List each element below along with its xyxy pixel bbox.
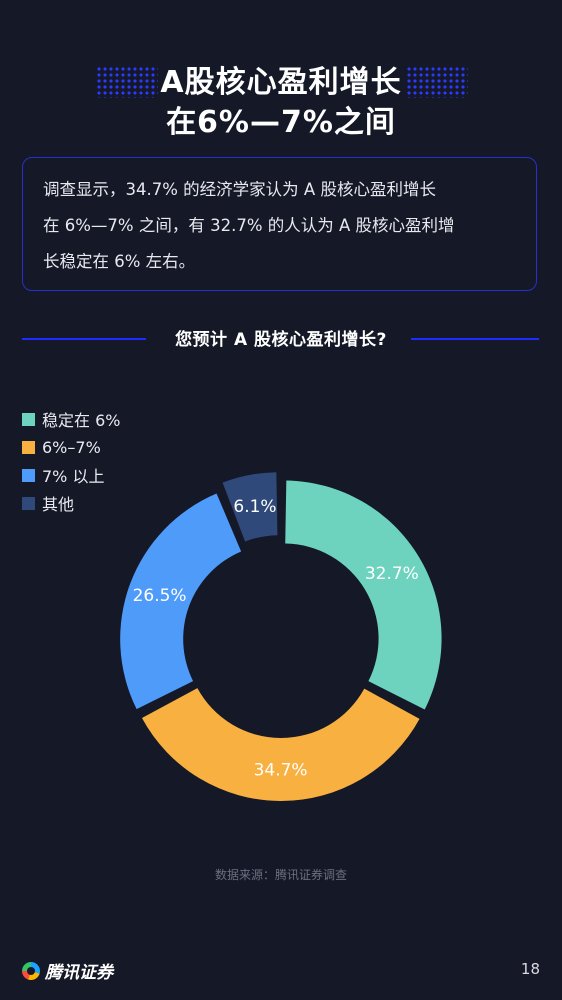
donut-slice [120,493,242,710]
legend-swatch [22,468,35,482]
section-divider-left [22,338,146,340]
page-number: 18 [520,960,540,978]
legend-item: 6%–7% [22,433,120,461]
legend-label: 6%–7% [42,437,101,457]
legend-swatch [22,412,35,426]
tencent-logo-icon [22,961,40,980]
donut-slice [222,472,278,542]
slice-data-label: 26.5% [133,586,187,606]
chart-title: 您预计 A 股核心盈利增长? [175,330,387,350]
donut-slice [141,688,420,801]
summary-line-2: 在 6%—7% 之间，有 32.7% 的人认为 A 股核心盈利增 [43,216,455,235]
chart-legend: 稳定在 6% 6%–7% 7% 以上 其他 [22,405,120,517]
title-decoration-left [96,66,158,98]
donut-slice [285,480,442,710]
legend-swatch [22,496,35,510]
legend-item: 7% 以上 [22,461,120,489]
brand-logo: 腾讯证券 [22,958,113,983]
legend-label: 其他 [42,495,75,514]
slice-data-label: 34.7% [254,760,308,780]
page-title-line1: A股核心盈利增长 [160,65,402,100]
summary-box: 调查显示，34.7% 的经济学家认为 A 股核心盈利增长 在 6%—7% 之间，… [22,157,537,291]
page-title-line2: 在6%—7%之间 [166,105,396,140]
summary-line-1: 调查显示，34.7% 的经济学家认为 A 股核心盈利增长 [43,180,436,199]
slice-data-label: 6.1% [233,497,276,517]
brand-name: 腾讯证券 [45,963,113,983]
legend-label: 7% 以上 [42,467,105,486]
legend-swatch [22,440,35,454]
slice-data-label: 32.7% [365,564,419,584]
legend-label: 稳定在 6% [42,411,121,430]
summary-line-3: 长稳定在 6% 左右。 [43,252,196,271]
section-divider-right [411,338,539,340]
source-note: 数据来源：腾讯证券调查 [214,868,347,882]
legend-item: 稳定在 6% [22,405,120,433]
legend-item: 其他 [22,489,120,517]
title-decoration-right [406,66,468,98]
